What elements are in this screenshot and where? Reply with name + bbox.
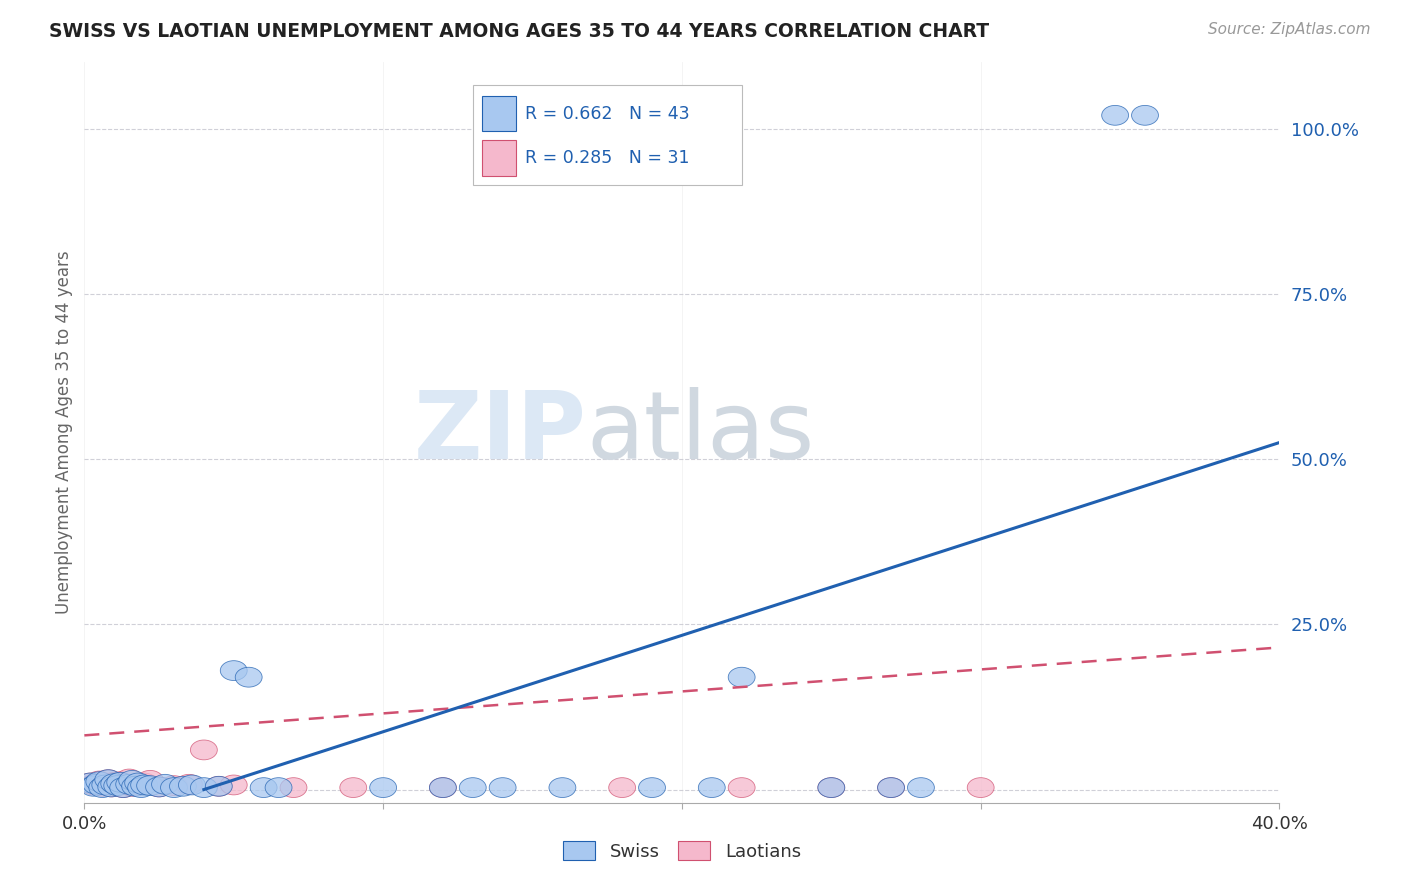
- Ellipse shape: [179, 775, 205, 795]
- Ellipse shape: [115, 774, 142, 794]
- Ellipse shape: [146, 777, 173, 797]
- Ellipse shape: [86, 771, 112, 791]
- Ellipse shape: [91, 775, 118, 795]
- Ellipse shape: [221, 775, 247, 795]
- Ellipse shape: [110, 778, 136, 797]
- Ellipse shape: [89, 776, 115, 797]
- Ellipse shape: [728, 778, 755, 797]
- Ellipse shape: [609, 778, 636, 797]
- Text: ZIP: ZIP: [413, 386, 586, 479]
- Ellipse shape: [460, 778, 486, 797]
- Ellipse shape: [160, 778, 187, 797]
- Ellipse shape: [190, 740, 218, 760]
- Ellipse shape: [170, 776, 197, 797]
- Ellipse shape: [86, 772, 112, 791]
- Ellipse shape: [104, 776, 131, 796]
- Ellipse shape: [638, 778, 665, 797]
- Ellipse shape: [107, 772, 134, 791]
- Text: atlas: atlas: [586, 386, 814, 479]
- Ellipse shape: [699, 778, 725, 797]
- Ellipse shape: [83, 774, 110, 794]
- Ellipse shape: [429, 778, 457, 797]
- Ellipse shape: [1102, 105, 1129, 125]
- Ellipse shape: [205, 776, 232, 797]
- Ellipse shape: [160, 776, 187, 796]
- Ellipse shape: [80, 776, 107, 797]
- Ellipse shape: [77, 773, 104, 793]
- Ellipse shape: [877, 778, 904, 797]
- Ellipse shape: [128, 778, 155, 797]
- Ellipse shape: [548, 778, 576, 797]
- FancyBboxPatch shape: [482, 95, 516, 131]
- Ellipse shape: [818, 778, 845, 797]
- Ellipse shape: [877, 778, 904, 797]
- Ellipse shape: [107, 772, 134, 792]
- Ellipse shape: [266, 778, 292, 797]
- Ellipse shape: [136, 776, 163, 796]
- Ellipse shape: [118, 771, 146, 790]
- Ellipse shape: [101, 772, 128, 792]
- Ellipse shape: [131, 773, 157, 793]
- Ellipse shape: [250, 778, 277, 797]
- Ellipse shape: [818, 778, 845, 797]
- Ellipse shape: [115, 769, 142, 789]
- Ellipse shape: [967, 778, 994, 797]
- Ellipse shape: [110, 778, 136, 797]
- Ellipse shape: [104, 776, 131, 796]
- Ellipse shape: [190, 778, 218, 797]
- Ellipse shape: [280, 778, 307, 797]
- Ellipse shape: [98, 777, 125, 797]
- Ellipse shape: [429, 778, 457, 797]
- Ellipse shape: [205, 776, 232, 797]
- Ellipse shape: [146, 777, 173, 797]
- Ellipse shape: [489, 778, 516, 797]
- Ellipse shape: [101, 773, 128, 794]
- Text: Source: ZipAtlas.com: Source: ZipAtlas.com: [1208, 22, 1371, 37]
- Ellipse shape: [94, 770, 122, 789]
- FancyBboxPatch shape: [482, 140, 516, 176]
- Ellipse shape: [131, 775, 157, 795]
- Ellipse shape: [728, 667, 755, 687]
- Ellipse shape: [89, 778, 115, 797]
- Ellipse shape: [125, 773, 152, 793]
- Ellipse shape: [125, 775, 152, 795]
- Ellipse shape: [136, 771, 163, 790]
- Ellipse shape: [221, 661, 247, 681]
- Ellipse shape: [176, 774, 202, 794]
- Ellipse shape: [235, 667, 262, 687]
- Ellipse shape: [112, 774, 139, 794]
- Ellipse shape: [98, 777, 125, 797]
- Ellipse shape: [91, 773, 118, 794]
- Ellipse shape: [907, 778, 935, 797]
- Ellipse shape: [77, 773, 104, 793]
- Legend: Swiss, Laotians: Swiss, Laotians: [555, 834, 808, 868]
- Ellipse shape: [94, 770, 122, 789]
- Ellipse shape: [80, 775, 107, 795]
- Ellipse shape: [1132, 105, 1159, 125]
- FancyBboxPatch shape: [472, 85, 742, 185]
- Ellipse shape: [152, 774, 179, 794]
- Text: R = 0.662   N = 43: R = 0.662 N = 43: [526, 104, 690, 122]
- Text: R = 0.285   N = 31: R = 0.285 N = 31: [526, 149, 690, 167]
- Ellipse shape: [370, 778, 396, 797]
- Ellipse shape: [118, 776, 146, 797]
- Y-axis label: Unemployment Among Ages 35 to 44 years: Unemployment Among Ages 35 to 44 years: [55, 251, 73, 615]
- Ellipse shape: [340, 778, 367, 797]
- Text: SWISS VS LAOTIAN UNEMPLOYMENT AMONG AGES 35 TO 44 YEARS CORRELATION CHART: SWISS VS LAOTIAN UNEMPLOYMENT AMONG AGES…: [49, 22, 990, 41]
- Ellipse shape: [122, 776, 149, 797]
